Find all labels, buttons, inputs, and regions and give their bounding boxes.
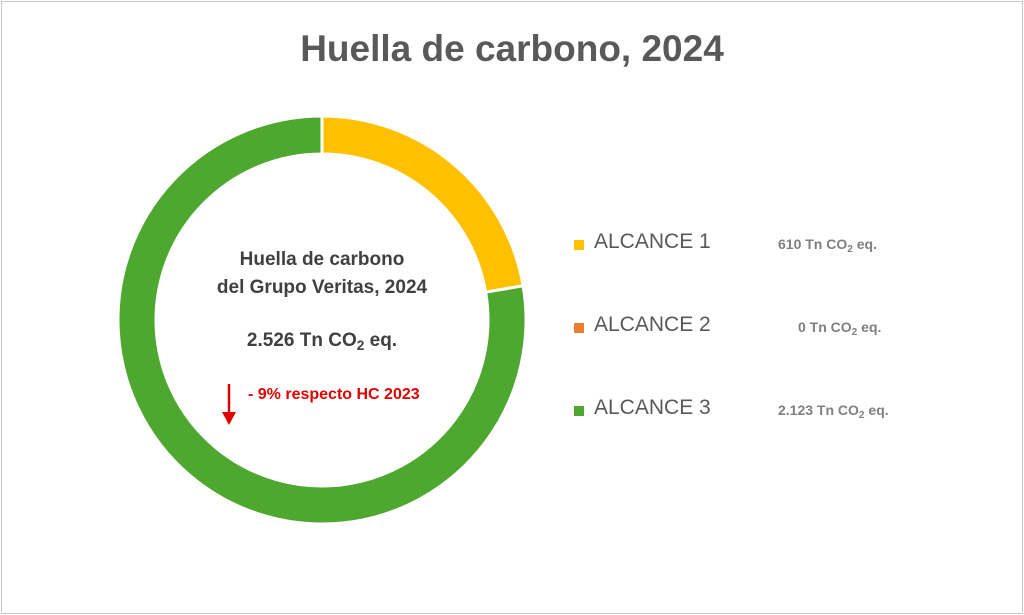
legend-label-alcance-2: ALCANCE 2 bbox=[594, 313, 711, 336]
center-total-subscript: 2 bbox=[356, 338, 365, 354]
center-total: 2.526 Tn CO2 eq. bbox=[170, 330, 474, 352]
legend-value-alcance-3: 2.123 Tn CO2 eq. bbox=[778, 402, 889, 422]
legend-label-alcance-3: ALCANCE 3 bbox=[594, 396, 711, 419]
legend-swatch-alcance-3 bbox=[574, 406, 584, 416]
down-arrow-icon bbox=[222, 384, 236, 425]
legend-swatch-alcance-2 bbox=[574, 323, 584, 333]
center-caption-line1: Huella de carbono bbox=[239, 249, 405, 270]
change-vs-2023: - 9% respecto HC 2023 bbox=[248, 386, 420, 403]
legend-value-alcance-1: 610 Tn CO2 eq. bbox=[778, 236, 877, 256]
legend-label-alcance-1: ALCANCE 1 bbox=[594, 230, 711, 253]
legend-value-alcance-2: 0 Tn CO2 eq. bbox=[798, 319, 882, 339]
center-total-unit: eq. bbox=[364, 330, 398, 351]
chart-title: Huella de carbono, 2024 bbox=[300, 28, 724, 69]
center-total-text: 2.526 Tn CO bbox=[246, 330, 357, 351]
center-caption-line2: del Grupo Veritas, 2024 bbox=[216, 277, 428, 298]
legend-swatch-alcance-1 bbox=[574, 240, 584, 250]
donut-slice-alcance-3 bbox=[116, 114, 528, 526]
center-caption: Huella de carbono del Grupo Veritas, 202… bbox=[170, 246, 474, 302]
